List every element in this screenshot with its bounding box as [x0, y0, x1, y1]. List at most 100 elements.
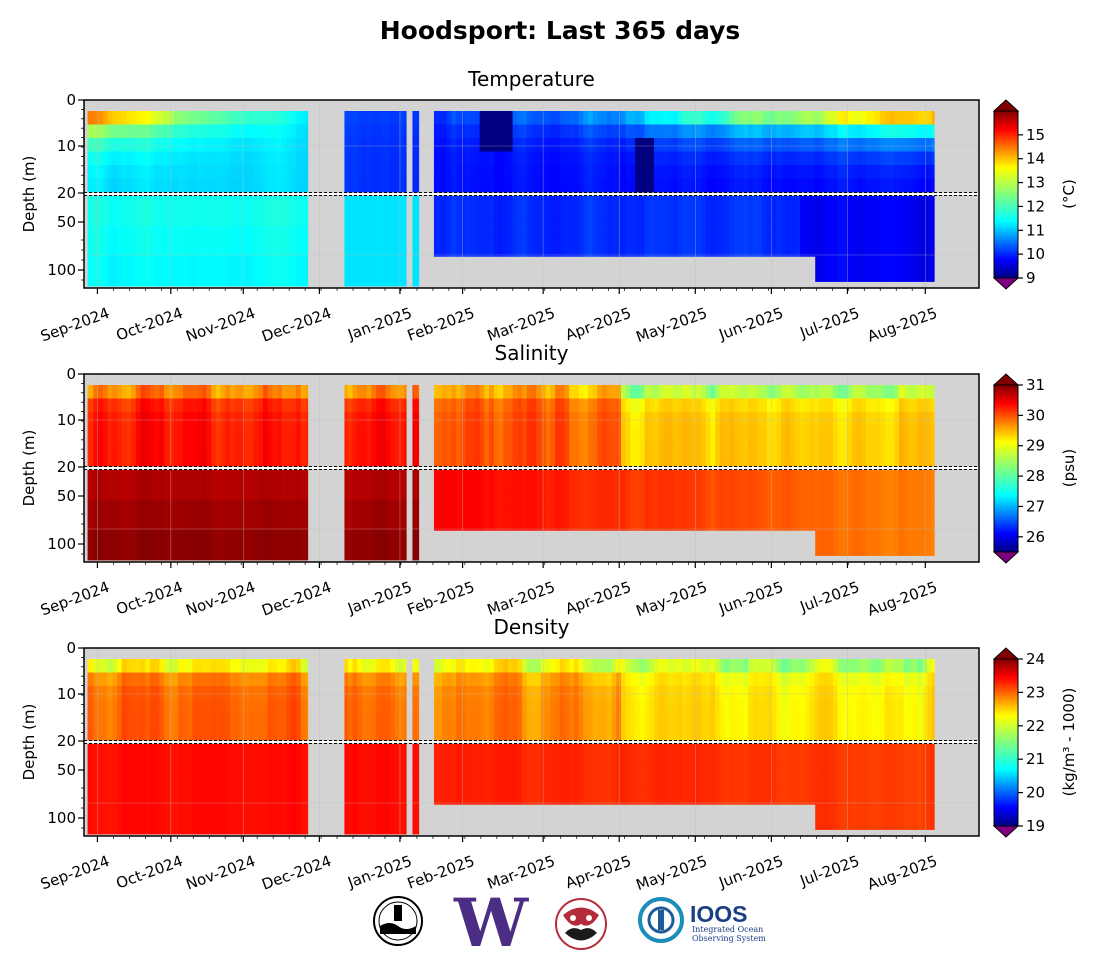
heat-cell-lower: [344, 530, 349, 561]
heat-cell-upper: [173, 165, 179, 179]
heat-cell-upper: [201, 439, 207, 453]
heat-cell-lower: [865, 253, 872, 282]
heat-cell-upper: [116, 385, 123, 399]
heat-cell-upper: [437, 151, 443, 166]
heat-cell-lower: [479, 744, 485, 765]
heat-cell-upper: [847, 439, 853, 453]
heat-cell-upper: [168, 713, 174, 727]
heat-cell-upper: [244, 713, 250, 727]
heat-cell-upper: [889, 412, 895, 426]
heat-cell-lower: [112, 774, 118, 805]
heat-cell-upper: [809, 672, 815, 687]
heat-cell-upper: [781, 452, 787, 467]
heat-cell-lower: [211, 500, 217, 531]
heat-cell-upper: [357, 699, 363, 714]
heat-cell-upper: [371, 178, 377, 193]
heat-cell-lower: [908, 801, 914, 830]
heat-cell-upper: [126, 452, 132, 467]
heat-cell-upper: [672, 138, 678, 152]
heat-cell-upper: [663, 713, 669, 727]
heat-cell-upper: [696, 138, 702, 152]
heat-cell-upper: [597, 452, 603, 467]
heat-cell-lower: [814, 510, 816, 531]
heat-cell-lower: [173, 500, 179, 531]
heat-cell-lower: [894, 744, 900, 773]
heat-cell-lower: [135, 804, 141, 835]
heat-cell-lower: [701, 490, 707, 511]
heat-cell-upper: [635, 439, 641, 453]
heat-cell-upper: [121, 713, 127, 727]
heat-cell-lower: [437, 510, 443, 531]
heat-cell-lower: [412, 256, 415, 287]
heat-cell-lower: [639, 764, 645, 785]
heat-cell-lower: [305, 196, 309, 227]
heat-cell-upper: [399, 385, 405, 399]
heat-cell-lower: [837, 527, 843, 556]
heat-cell-upper: [394, 686, 400, 700]
heat-cell-lower: [140, 530, 146, 561]
heat-cell-upper: [253, 111, 259, 125]
heat-cell-lower: [828, 224, 834, 254]
heat-cell-upper: [376, 726, 382, 741]
heat-cell-lower: [776, 470, 782, 491]
heat-cell-upper: [225, 165, 231, 179]
heat-cell-upper: [757, 138, 763, 152]
heat-cell-upper: [116, 111, 123, 125]
heat-cell-upper: [291, 124, 297, 139]
heat-cell-lower: [861, 498, 867, 528]
heat-cell-lower: [399, 256, 405, 287]
heat-cell-upper: [361, 111, 368, 125]
heat-cell-upper: [366, 439, 372, 453]
heat-cell-upper: [743, 385, 749, 399]
heat-cell-upper: [828, 111, 834, 125]
heat-cell-upper: [512, 713, 518, 727]
heat-cell-upper: [272, 439, 278, 453]
heat-cell-upper: [588, 111, 594, 125]
heat-cell-lower: [412, 226, 415, 257]
heat-cell-lower: [182, 470, 189, 501]
heat-cell-lower: [545, 784, 551, 805]
heat-cell-upper: [517, 151, 523, 166]
heat-cell-upper: [404, 672, 407, 687]
heat-cell-upper: [597, 412, 603, 426]
heat-cell-upper: [734, 713, 740, 727]
heat-cell-upper: [88, 439, 94, 453]
heat-cell-upper: [639, 385, 645, 399]
heat-cell-upper: [616, 138, 622, 152]
heat-cell-upper: [602, 165, 608, 179]
heat-cell-upper: [197, 699, 203, 714]
heat-cell-lower: [757, 510, 763, 531]
heat-cell-upper: [738, 111, 744, 125]
heat-cell-lower: [743, 764, 749, 785]
heat-cell-upper: [291, 672, 297, 687]
heat-cell-upper: [724, 699, 730, 714]
heat-cell-upper: [536, 659, 542, 673]
heat-cell-lower: [748, 490, 754, 511]
heat-cell-lower: [555, 510, 561, 531]
heat-cell-upper: [507, 385, 514, 399]
heat-cell-upper: [220, 412, 226, 426]
heat-cell-lower: [672, 196, 678, 217]
heat-cell-upper: [394, 452, 400, 467]
heat-cell-upper: [442, 452, 448, 467]
heat-cell-upper: [451, 178, 457, 193]
heat-cell-upper: [366, 151, 372, 166]
heat-cell-upper: [371, 111, 377, 125]
heat-cell-upper: [540, 713, 547, 727]
heat-cell-upper: [102, 672, 108, 687]
heat-cell-upper: [211, 659, 217, 673]
heat-cell-lower: [474, 784, 481, 805]
heat-cell-lower: [357, 774, 363, 805]
heat-cell-upper: [644, 178, 650, 193]
heat-cell-lower: [715, 764, 721, 785]
heat-cell-lower: [536, 470, 542, 491]
heat-cell-lower: [880, 470, 886, 499]
heat-cell-lower: [550, 744, 556, 765]
heat-cell-upper: [752, 111, 758, 125]
heat-cell-upper: [602, 138, 608, 152]
heat-cell-lower: [569, 744, 575, 765]
heat-cell-lower: [352, 774, 358, 805]
heat-cell-upper: [639, 138, 645, 152]
heat-cell-upper: [380, 699, 386, 714]
heat-cell-lower: [818, 527, 824, 556]
